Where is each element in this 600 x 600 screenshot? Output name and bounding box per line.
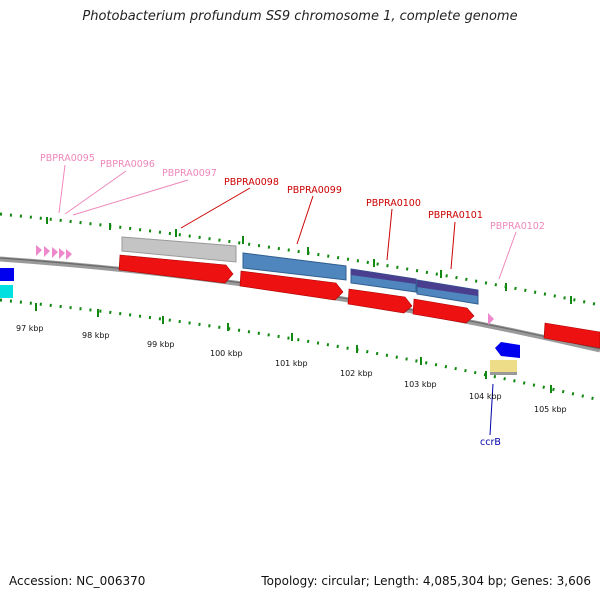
kbp-label-102: 102 kbp <box>340 369 373 378</box>
inner-major-ticks <box>35 303 552 393</box>
kbp-label-98: 98 kbp <box>82 331 110 340</box>
label-PBPRA0100[interactable]: PBPRA0100 <box>366 198 421 209</box>
cds-track <box>118 254 600 349</box>
label-PBPRA0098[interactable]: PBPRA0098 <box>224 177 279 188</box>
label-PBPRA0102[interactable]: PBPRA0102 <box>490 221 545 232</box>
gene-block-PBPRA0099[interactable] <box>242 252 347 281</box>
kbp-label-100: 100 kbp <box>210 349 243 358</box>
kbp-label-99: 99 kbp <box>147 340 175 349</box>
gene-block-PBPRA0100[interactable] <box>351 269 416 284</box>
small-pink-feature-right[interactable] <box>488 313 494 325</box>
map-title: Photobacterium profundum SS9 chromosome … <box>82 9 518 24</box>
label-leaders <box>58 164 517 436</box>
left-edge-feature-blue[interactable] <box>0 268 14 281</box>
ccrB-arrow[interactable] <box>495 342 520 358</box>
label-PBPRA0097[interactable]: PBPRA0097 <box>162 168 217 179</box>
label-PBPRA0096[interactable]: PBPRA0096 <box>100 159 155 170</box>
cds-arrow-1[interactable] <box>118 254 234 284</box>
kbp-label-103: 103 kbp <box>404 380 437 389</box>
label-PBPRA0101[interactable]: PBPRA0101 <box>428 210 483 221</box>
gene-block-PBPRA0098[interactable] <box>121 236 237 263</box>
kbp-label-104: 104 kbp <box>469 392 502 401</box>
ccrB-block[interactable] <box>490 360 517 374</box>
cds-arrow-5[interactable] <box>543 322 600 349</box>
ccrB-block-shadow <box>490 372 517 375</box>
cds-arrow-3[interactable] <box>347 288 413 314</box>
label-PBPRA0099[interactable]: PBPRA0099 <box>287 185 342 196</box>
small-pink-features[interactable] <box>36 245 72 260</box>
gene-block-PBPRA0101[interactable] <box>417 280 478 296</box>
kbp-label-101: 101 kbp <box>275 359 308 368</box>
kbp-label-97: 97 kbp <box>16 324 44 333</box>
topology-text: Topology: circular; Length: 4,085,304 bp… <box>261 574 591 588</box>
accession-text: Accession: NC_006370 <box>9 574 146 588</box>
cds-arrow-2[interactable] <box>239 270 344 301</box>
left-edge-feature-cyan[interactable] <box>0 285 13 298</box>
label-PBPRA0095[interactable]: PBPRA0095 <box>40 153 95 164</box>
kbp-label-105: 105 kbp <box>534 405 567 414</box>
outer-tick-ring <box>0 212 600 307</box>
outer-major-ticks <box>46 217 572 304</box>
label-ccrB[interactable]: ccrB <box>480 437 501 448</box>
cds-arrow-4[interactable] <box>412 298 475 324</box>
